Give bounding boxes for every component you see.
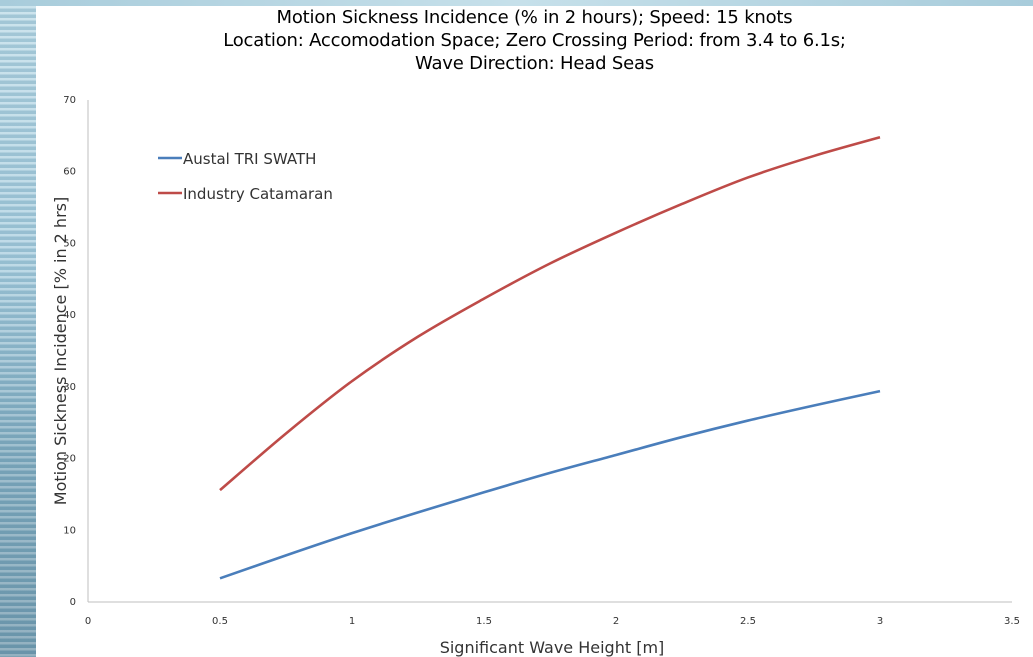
chart-title-line-1: Motion Sickness Incidence (% in 2 hours)… — [276, 7, 793, 28]
series-lines — [219, 136, 881, 580]
x-axis-title: Significant Wave Height [m] — [440, 638, 665, 657]
x-tick-label: 3 — [877, 616, 883, 627]
y-tick-label: 30 — [63, 382, 76, 393]
y-axis-ticks: 0 10 20 30 40 50 60 70 — [63, 95, 76, 608]
x-tick-label: 3.5 — [1004, 616, 1020, 627]
y-tick-label: 10 — [63, 525, 76, 536]
y-axis-title: Motion Sickness Incidence [% in 2 hrs] — [51, 197, 70, 505]
y-tick-label: 0 — [70, 597, 76, 608]
x-tick-label: 0 — [85, 616, 91, 627]
x-tick-label: 1.5 — [476, 616, 492, 627]
legend: Austal TRI SWATH Industry Catamaran — [158, 150, 333, 203]
chart-title: Motion Sickness Incidence (% in 2 hours)… — [36, 6, 1033, 75]
y-tick-label: 50 — [63, 238, 76, 249]
x-tick-label: 1 — [349, 616, 355, 627]
y-tick-label: 60 — [63, 167, 76, 178]
y-tick-label: 70 — [63, 95, 76, 106]
y-tick-label: 40 — [63, 310, 76, 321]
top-strip — [0, 0, 1033, 6]
x-tick-label: 2.5 — [740, 616, 756, 627]
series-line-1 — [219, 136, 881, 492]
legend-label: Austal TRI SWATH — [183, 150, 316, 168]
y-tick-label: 20 — [63, 454, 76, 465]
series-line-0 — [219, 389, 881, 580]
chart-axes — [87, 100, 1012, 603]
chart-title-line-2: Location: Accomodation Space; Zero Cross… — [223, 30, 846, 51]
x-tick-label: 2 — [613, 616, 619, 627]
x-tick-label: 0.5 — [212, 616, 228, 627]
x-axis-ticks: 0 0.5 1 1.5 2 2.5 3 3.5 — [85, 616, 1020, 627]
chart-panel — [36, 6, 1033, 657]
legend-label: Industry Catamaran — [183, 185, 333, 203]
chart-title-line-3: Wave Direction: Head Seas — [415, 53, 654, 74]
